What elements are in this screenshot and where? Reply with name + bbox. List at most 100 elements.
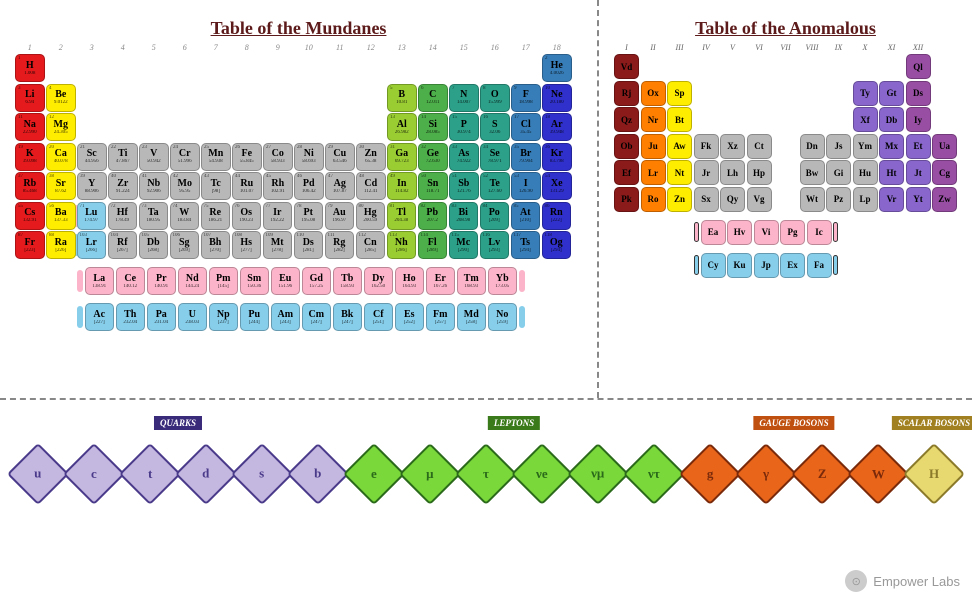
anom-cell: Et bbox=[906, 134, 931, 159]
anom-cell: Vi bbox=[754, 220, 779, 245]
element-cell: 79Au196.97 bbox=[325, 202, 355, 230]
particle-group: LEPTONSeμτνeνμντ bbox=[348, 440, 680, 508]
element-cell: 112Cn[285] bbox=[356, 231, 386, 259]
element-cell: 14Si28.085 bbox=[418, 113, 448, 141]
anom-cell: Gi bbox=[826, 160, 851, 185]
element-cell: 83Bi208.98 bbox=[449, 202, 479, 230]
element-cell: 78Pt195.08 bbox=[294, 202, 324, 230]
anom-cell: Ju bbox=[641, 134, 666, 159]
particle-group: GAUGE BOSONSgγZW bbox=[684, 440, 904, 508]
particle-diamond: γ bbox=[735, 443, 797, 505]
element-cell: 45Rh102.91 bbox=[263, 172, 293, 200]
col-header: VI bbox=[747, 43, 772, 52]
group-label: SCALAR BOSONS bbox=[892, 416, 972, 430]
anom-cell: Vd bbox=[614, 54, 639, 79]
element-cell: 86Rn[222] bbox=[542, 202, 572, 230]
element-cell: 39Y88.906 bbox=[77, 172, 107, 200]
element-cell: 12Mg24.305 bbox=[46, 113, 76, 141]
element-cell: 54Xe131.29 bbox=[542, 172, 572, 200]
anom-cell: Sx bbox=[694, 187, 719, 212]
element-cell: U238.03 bbox=[178, 303, 208, 331]
watermark-icon: ⊙ bbox=[845, 570, 867, 592]
anom-cell: Ua bbox=[932, 134, 957, 159]
element-cell: 37Rb85.468 bbox=[15, 172, 45, 200]
element-cell: 29Cu63.546 bbox=[325, 143, 355, 171]
particle-diamond: τ bbox=[455, 443, 517, 505]
element-cell: 38Sr87.62 bbox=[46, 172, 76, 200]
element-cell: Cf[251] bbox=[364, 303, 394, 331]
anom-cell: Ds bbox=[906, 81, 931, 106]
element-cell: 103Lr[266] bbox=[77, 231, 107, 259]
anom-cell: Ht bbox=[879, 160, 904, 185]
anom-cell: Db bbox=[879, 107, 904, 132]
element-cell: Tb158.93 bbox=[333, 267, 363, 295]
particle-group: SCALAR BOSONSH bbox=[908, 440, 960, 508]
element-cell: 40Zr91.224 bbox=[108, 172, 138, 200]
element-cell: 110Ds[281] bbox=[294, 231, 324, 259]
element-cell: 115Mc[290] bbox=[449, 231, 479, 259]
particle-diamond: ντ bbox=[623, 443, 685, 505]
element-cell: 75Re186.21 bbox=[201, 202, 231, 230]
anom-cell: Dn bbox=[800, 134, 825, 159]
element-cell: 52Te127.60 bbox=[480, 172, 510, 200]
element-cell: 22Ti47.867 bbox=[108, 143, 138, 171]
anom-cell: Ob bbox=[614, 134, 639, 159]
col-header: 4 bbox=[108, 43, 138, 52]
element-cell: 77Ir192.22 bbox=[263, 202, 293, 230]
element-cell: 28Ni58.693 bbox=[294, 143, 324, 171]
col-header: 6 bbox=[170, 43, 200, 52]
element-cell: 108Hs[277] bbox=[232, 231, 262, 259]
anom-cell: Xz bbox=[720, 134, 745, 159]
element-cell: 81Tl204.38 bbox=[387, 202, 417, 230]
anom-col-headers: IIIIIIIVVVIVIIVIIIIXXXIXII bbox=[614, 43, 957, 52]
element-cell: Yb173.05 bbox=[488, 267, 518, 295]
element-cell: Ac[227] bbox=[85, 303, 115, 331]
element-cell: 73Ta180.95 bbox=[139, 202, 169, 230]
anom-cell: Js bbox=[826, 134, 851, 159]
element-cell: Np[237] bbox=[209, 303, 239, 331]
anom-cell: Mx bbox=[879, 134, 904, 159]
element-cell: No[259] bbox=[488, 303, 518, 331]
anom-cell: Sp bbox=[667, 81, 692, 106]
col-header: 9 bbox=[263, 43, 293, 52]
anom-cell: Hp bbox=[747, 160, 772, 185]
col-header: 15 bbox=[449, 43, 479, 52]
col-header: XII bbox=[906, 43, 931, 52]
element-cell: 7N14.007 bbox=[449, 84, 479, 112]
element-cell: 15P30.974 bbox=[449, 113, 479, 141]
col-header: IV bbox=[694, 43, 719, 52]
element-cell: 26Fe55.845 bbox=[232, 143, 262, 171]
particle-diamond: c bbox=[63, 443, 125, 505]
element-cell: 21Sc44.956 bbox=[77, 143, 107, 171]
element-cell: 41Nb92.906 bbox=[139, 172, 169, 200]
anom-cell: Nt bbox=[667, 160, 692, 185]
element-cell: 82Pb207.2 bbox=[418, 202, 448, 230]
col-header: 5 bbox=[139, 43, 169, 52]
particle-diamond: νμ bbox=[567, 443, 629, 505]
element-cell: 47Ag107.87 bbox=[325, 172, 355, 200]
element-cell: 43Tc[98] bbox=[201, 172, 231, 200]
element-cell: 106Sg[269] bbox=[170, 231, 200, 259]
element-cell: 87Fr[223] bbox=[15, 231, 45, 259]
particle-diamond: d bbox=[175, 443, 237, 505]
element-cell: Cm[247] bbox=[302, 303, 332, 331]
particle-row: QUARKSuctdsbLEPTONSeμτνeνμντGAUGE BOSONS… bbox=[30, 440, 942, 508]
col-header: II bbox=[641, 43, 666, 52]
element-cell: 104Rf[267] bbox=[108, 231, 138, 259]
element-cell: 33As74.922 bbox=[449, 143, 479, 171]
col-header: 8 bbox=[232, 43, 262, 52]
anom-cell: Pg bbox=[780, 220, 805, 245]
anom-cell: Cg bbox=[932, 160, 957, 185]
element-cell: 2He4.0026 bbox=[542, 54, 572, 82]
anom-cell: Ym bbox=[853, 134, 878, 159]
element-cell: Pa231.04 bbox=[147, 303, 177, 331]
element-cell: 9F18.998 bbox=[511, 84, 541, 112]
element-cell: Sm150.36 bbox=[240, 267, 270, 295]
watermark: ⊙ Empower Labs bbox=[845, 570, 960, 592]
anom-cell: Xf bbox=[853, 107, 878, 132]
element-cell: 25Mn54.938 bbox=[201, 143, 231, 171]
col-header: I bbox=[614, 43, 639, 52]
element-cell: 117Ts[294] bbox=[511, 231, 541, 259]
element-cell: 27Co58.933 bbox=[263, 143, 293, 171]
element-cell: Fm[257] bbox=[426, 303, 456, 331]
